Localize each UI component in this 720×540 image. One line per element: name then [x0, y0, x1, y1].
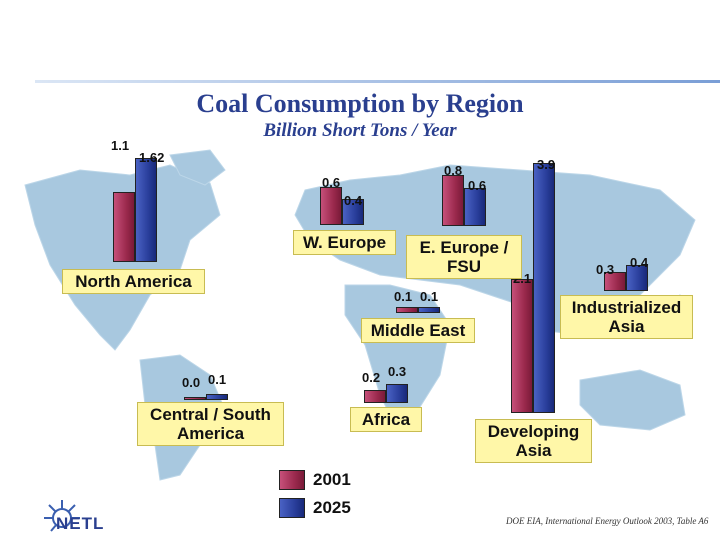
value-label-ee-2025: 0.6 [468, 178, 487, 193]
bar-da-2025 [533, 163, 555, 413]
bar-na-2025 [135, 158, 157, 262]
value-label-csa-2001: 0.0 [182, 375, 201, 390]
value-label-ia-2001: 0.3 [596, 262, 615, 277]
bar-ia-2025 [626, 265, 648, 291]
region-label-industrialized-asia: Industrialized Asia [560, 295, 693, 339]
value-label-me-2025: 0.1 [420, 289, 439, 304]
bar-ee-2025 [464, 188, 486, 226]
value-label-we-2001: 0.6 [322, 175, 341, 190]
legend-swatch-2001 [279, 470, 305, 490]
bar-csa-2001 [184, 397, 206, 400]
bar-csa-2025 [206, 394, 228, 400]
value-label-ee-2001: 0.8 [444, 163, 463, 178]
value-label-me-2001: 0.1 [394, 289, 413, 304]
value-label-na-2001: 1.1 [111, 138, 130, 153]
value-label-ia-2025: 0.4 [630, 255, 649, 270]
value-label-csa-2025: 0.1 [208, 372, 227, 387]
region-label-africa: Africa [350, 407, 422, 432]
legend-label-2001: 2001 [313, 470, 351, 489]
value-label-af-2025: 0.3 [388, 364, 407, 379]
bar-me-2025 [418, 307, 440, 313]
netl-logo-text: NETL [56, 514, 105, 533]
region-label-e-europe-fsu: E. Europe / FSU [406, 235, 522, 279]
chart-title: Coal Consumption by Region [196, 89, 524, 118]
bar-na-2001 [113, 192, 135, 262]
legend-swatch-2025 [279, 498, 305, 518]
legend-label-2025: 2025 [313, 498, 351, 517]
value-label-na-2025: 1.62 [139, 150, 165, 165]
bar-ia-2001 [604, 272, 626, 291]
chart-subtitle: Billion Short Tons / Year [263, 120, 457, 141]
bar-we-2025 [342, 199, 364, 225]
bar-we-2001 [320, 187, 342, 225]
region-label-developing-asia: Developing Asia [475, 419, 592, 463]
bar-me-2001 [396, 307, 418, 313]
bar-ee-2001 [442, 175, 464, 226]
region-label-north-america: North America [62, 269, 205, 294]
value-label-da-2025: 3.9 [537, 157, 556, 172]
bar-af-2025 [386, 384, 408, 403]
region-label-middle-east: Middle East [361, 318, 475, 343]
region-label-w-europe: W. Europe [293, 230, 396, 255]
value-label-af-2001: 0.2 [362, 370, 381, 385]
header-rule [35, 80, 720, 83]
value-label-we-2025: 0.4 [344, 193, 363, 208]
bar-af-2001 [364, 390, 386, 403]
bar-da-2001 [511, 279, 533, 413]
region-label-central-south-america: Central / South America [137, 402, 284, 446]
source-note: DOE EIA, International Energy Outlook 20… [506, 516, 709, 526]
netl-logo-icon [44, 500, 80, 532]
